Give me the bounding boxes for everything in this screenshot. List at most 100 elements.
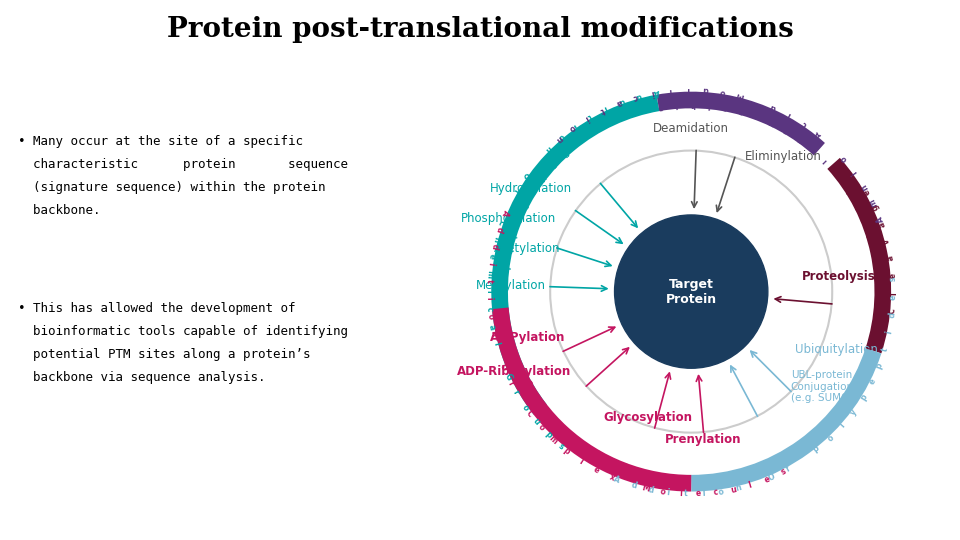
Text: d: d [493,225,504,233]
Text: C: C [496,218,506,227]
Text: v: v [882,238,892,245]
Text: G: G [502,373,514,382]
Text: e: e [591,465,601,475]
Text: s: s [579,440,586,448]
Text: o: o [839,154,849,164]
Text: i: i [851,169,859,177]
Text: a: a [487,323,497,330]
Text: s: s [723,104,728,111]
Text: e: e [554,419,562,427]
Text: e: e [530,187,538,195]
Text: i: i [826,415,832,421]
Text: d: d [887,311,897,318]
Text: p: p [543,429,553,440]
Text: r: r [511,389,521,397]
Text: e: e [501,281,508,286]
Text: r: r [566,430,573,437]
Text: i: i [510,233,516,238]
Text: A: A [653,87,660,97]
Text: M: M [735,90,745,100]
Text: c: c [632,92,639,102]
Text: e: e [788,446,795,453]
Text: p: p [875,362,885,370]
Text: l: l [846,389,852,395]
Text: s: s [515,217,522,223]
Text: o: o [719,87,726,97]
Text: s: s [557,442,565,451]
Text: n: n [489,330,498,338]
Text: i: i [651,89,655,98]
Text: e: e [549,161,557,169]
Text: e: e [836,174,844,181]
Text: Ubiquitylation: Ubiquitylation [796,343,878,356]
Text: e: e [888,273,898,279]
Text: Methylation: Methylation [475,279,545,292]
Text: O: O [498,363,509,372]
Text: o: o [718,487,725,497]
Text: c: c [800,119,808,129]
Text: Eliminylation: Eliminylation [745,150,822,163]
Text: u: u [531,417,541,427]
Text: t: t [599,105,606,114]
Text: Hydroxylation: Hydroxylation [490,183,571,195]
Text: g: g [870,204,880,212]
Text: A: A [499,208,510,217]
Text: s: s [779,467,787,477]
Text: r: r [738,108,744,114]
Text: A: A [813,129,824,140]
Text: h: h [491,235,501,243]
Text: o: o [520,403,531,413]
Text: e: e [487,253,497,260]
Text: l: l [679,489,683,498]
Text: Glycosylation: Glycosylation [604,411,693,424]
Text: e: e [782,127,790,134]
Text: e: e [875,297,881,302]
Text: o: o [826,433,835,443]
Text: P: P [812,444,822,455]
Text: C: C [524,408,535,418]
Text: t: t [485,279,493,283]
Text: e: e [862,187,873,197]
Text: v: v [543,407,551,414]
Text: UBL-protein
Conjugation
(e.g. SUMO): UBL-protein Conjugation (e.g. SUMO) [791,370,854,403]
Text: R: R [524,380,533,388]
Text: d: d [647,485,655,495]
Text: t: t [880,346,890,352]
Text: R: R [744,466,751,474]
Text: l: l [838,422,847,430]
Text: l: l [846,188,852,194]
Text: i: i [485,297,493,300]
Text: r: r [797,136,803,143]
Text: O: O [767,472,777,483]
Text: p: p [562,446,571,456]
Text: d: d [703,85,708,94]
Text: e: e [658,104,663,111]
Text: A: A [875,215,885,224]
Text: v: v [540,174,546,181]
Text: o: o [567,123,577,133]
Text: i: i [885,330,894,334]
Text: d: d [489,242,499,250]
Text: u: u [730,484,737,495]
Text: r: r [522,202,529,208]
Text: i: i [485,291,493,293]
Text: a: a [876,220,887,228]
Text: • Many occur at the site of a specific
  characteristic      protein       seque: • Many occur at the site of a specific c… [17,135,348,217]
Text: d: d [635,91,642,101]
Text: b: b [607,457,614,464]
Text: ADP-Ribosylation: ADP-Ribosylation [457,365,571,378]
Text: • This has allowed the development of
  bioinformatic tools capable of identifyi: • This has allowed the development of bi… [17,302,348,384]
Text: Proteolysis: Proteolysis [802,270,876,283]
Text: e: e [763,474,771,484]
Text: AMPylation: AMPylation [491,331,565,344]
Text: f: f [512,187,520,194]
Text: l: l [492,341,500,346]
Text: d: d [630,481,637,491]
Text: e: e [695,489,701,498]
Text: b: b [505,248,512,254]
Text: r: r [874,314,879,318]
Text: n: n [543,144,553,154]
Text: I: I [866,346,873,350]
Text: i: i [702,489,706,498]
Text: d: d [618,96,626,106]
